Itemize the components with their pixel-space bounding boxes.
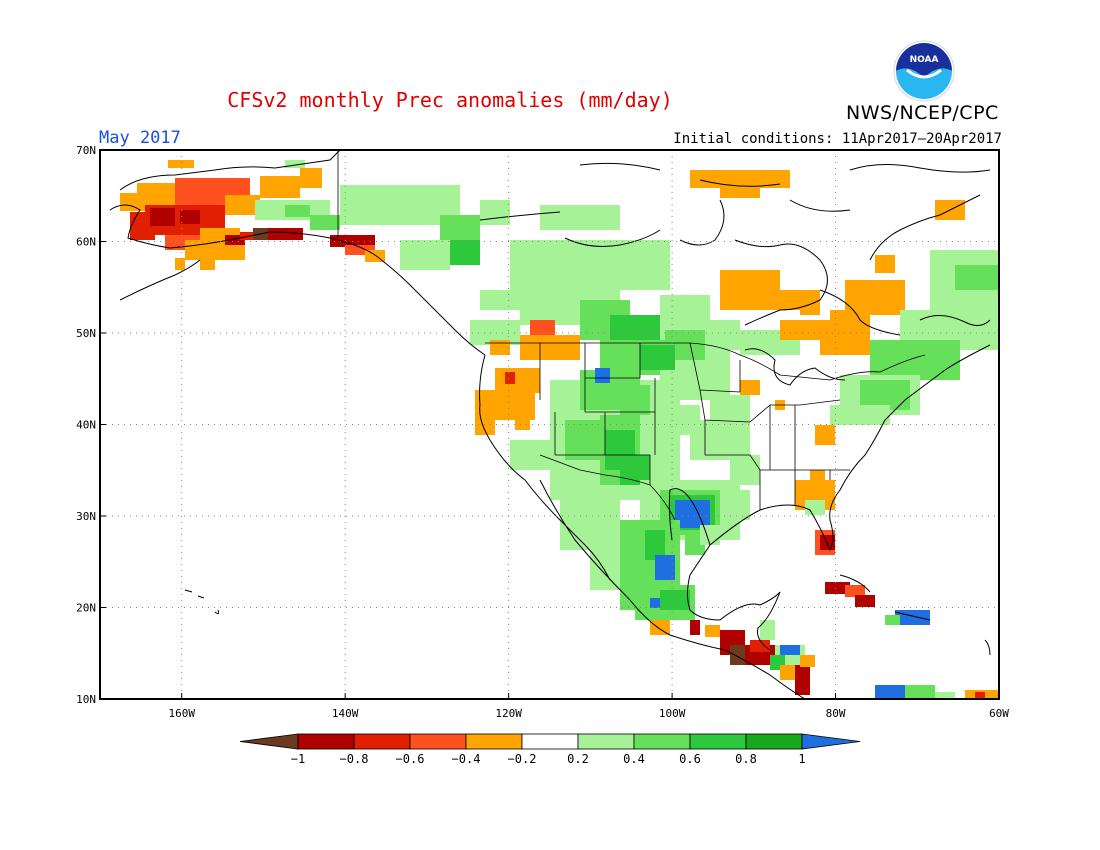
anomaly-dry-alaska — [120, 160, 385, 270]
noaa-logo-icon: NOAA — [893, 40, 955, 102]
lon-tick-label: 100W — [659, 707, 686, 720]
logo-text: NOAA — [910, 55, 939, 65]
colorbar-label: −0.8 — [340, 752, 369, 766]
lat-tick-label: 20N — [76, 602, 96, 615]
lat-tick-label: 40N — [76, 419, 96, 432]
colorbar-swatch — [577, 733, 635, 750]
lat-tick-label: 60N — [76, 236, 96, 249]
lat-tick-label: 30N — [76, 510, 96, 523]
anomaly-wet-plains — [510, 330, 760, 500]
lat-tick-label: 70N — [76, 144, 96, 157]
lon-tick-label: 160W — [168, 707, 195, 720]
colorbar-swatch — [465, 733, 523, 750]
colorbar-label: 0.2 — [567, 752, 589, 766]
colorbar-swatch — [297, 733, 355, 750]
lat-tick-label: 50N — [76, 327, 96, 340]
lat-axis: 70N 60N 50N 40N 30N 20N 10N — [76, 144, 106, 706]
colorbar: −1 −0.8 −0.6 −0.4 −0.2 0.2 0.4 0.6 0.8 1 — [239, 733, 861, 766]
colorbar-upper-arrow — [801, 733, 861, 750]
colorbar-swatch — [353, 733, 411, 750]
colorbar-swatch — [521, 733, 579, 750]
colorbar-swatch — [633, 733, 691, 750]
anomaly-tropics — [650, 582, 999, 699]
colorbar-label: −0.4 — [452, 752, 481, 766]
borders — [337, 150, 926, 521]
lon-tick-label: 80W — [826, 707, 846, 720]
colorbar-lower-arrow — [239, 733, 299, 750]
colorbar-label: −1 — [291, 752, 305, 766]
colorbar-label: −0.6 — [396, 752, 425, 766]
colorbar-swatch — [409, 733, 467, 750]
initial-conditions: Initial conditions: 11Apr2017–20Apr2017 — [673, 131, 1002, 147]
forecast-month: May 2017 — [99, 128, 181, 148]
lon-axis: 160W 140W 120W 100W 80W 60W — [168, 693, 1009, 720]
colorbar-label: −0.2 — [508, 752, 537, 766]
colorbar-label: 0.8 — [735, 752, 757, 766]
agency-label: NWS/NCEP/CPC — [846, 102, 999, 124]
lat-tick-label: 10N — [76, 693, 96, 706]
colorbar-label: 0.6 — [679, 752, 701, 766]
coastlines — [109, 150, 991, 699]
colorbar-label: 1 — [798, 752, 805, 766]
anomaly-wet-east — [830, 250, 999, 425]
lon-tick-label: 60W — [989, 707, 1009, 720]
colorbar-swatch — [689, 733, 747, 750]
anomaly-dry-west — [475, 320, 580, 435]
lon-tick-label: 140W — [332, 707, 359, 720]
lon-tick-label: 120W — [495, 707, 522, 720]
colorbar-swatch — [745, 733, 803, 750]
chart-title: CFSv2 monthly Prec anomalies (mm/day) — [227, 88, 673, 112]
colorbar-label: 0.4 — [623, 752, 645, 766]
anomaly-wet-texas-mexico — [560, 480, 750, 620]
